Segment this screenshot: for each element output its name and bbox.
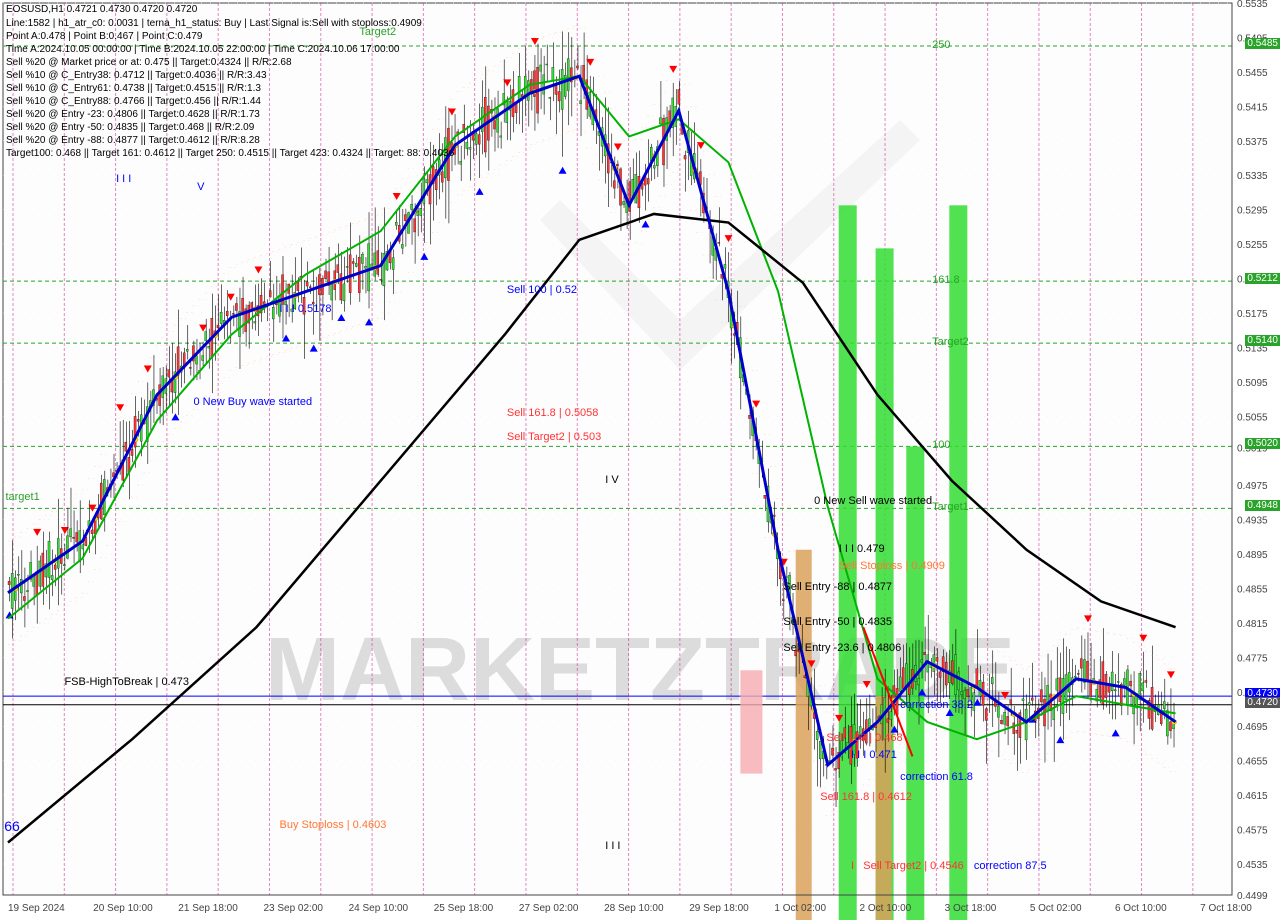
chart-annotation: Target2	[359, 26, 396, 38]
info-line: Target100: 0.468 || Target 161: 0.4612 |…	[6, 148, 454, 159]
svg-text:0.5455: 0.5455	[1237, 68, 1268, 79]
info-line: Sell %10 @ C_Entry88: 0.4766 || Target:0…	[6, 96, 261, 107]
info-line: Point A:0.478 | Point B:0.467 | Point C:…	[6, 31, 202, 42]
svg-text:0.4775: 0.4775	[1237, 653, 1268, 664]
svg-text:0.5375: 0.5375	[1237, 137, 1268, 148]
chart-annotation: I I I 0.471	[851, 749, 897, 761]
svg-text:0.4855: 0.4855	[1237, 584, 1268, 595]
chart-annotation: FSB-HighToBreak | 0.473	[64, 676, 189, 688]
info-line: Sell %20 @ Entry -23: 0.4806 || Target:0…	[6, 109, 260, 120]
svg-text:0.4695: 0.4695	[1237, 722, 1268, 733]
chart-annotation: correction 87.5	[974, 860, 1047, 872]
svg-text:0.4935: 0.4935	[1237, 516, 1268, 527]
svg-text:0.5415: 0.5415	[1237, 102, 1268, 113]
chart-annotation: Target2	[932, 336, 969, 348]
info-line: Sell %10 @ C_Entry61: 0.4738 || Target:0…	[6, 83, 261, 94]
svg-text:0.4655: 0.4655	[1237, 757, 1268, 768]
chart-annotation: I	[851, 860, 854, 872]
chart-annotation: 66	[4, 818, 20, 834]
svg-text:0.4499: 0.4499	[1237, 891, 1268, 902]
svg-text:28 Sep 10:00: 28 Sep 10:00	[604, 903, 664, 914]
svg-text:20 Sep 10:00: 20 Sep 10:00	[93, 903, 153, 914]
price-tag: 0.5212	[1245, 273, 1280, 284]
svg-text:0.5295: 0.5295	[1237, 206, 1268, 217]
svg-text:0.4975: 0.4975	[1237, 481, 1268, 492]
svg-text:5 Oct 02:00: 5 Oct 02:00	[1030, 903, 1082, 914]
svg-text:29 Sep 18:00: 29 Sep 18:00	[689, 903, 749, 914]
svg-text:0.4615: 0.4615	[1237, 791, 1268, 802]
chart-annotation: 250	[932, 39, 950, 51]
chart-annotation: 161.8	[932, 274, 960, 286]
chart-annotation: Sell 161.8 | 0.4612	[820, 791, 912, 803]
svg-text:1 Oct 02:00: 1 Oct 02:00	[774, 903, 826, 914]
svg-text:0.5175: 0.5175	[1237, 309, 1268, 320]
svg-text:0.5335: 0.5335	[1237, 171, 1268, 182]
svg-text:24 Sep 10:00: 24 Sep 10:00	[349, 903, 409, 914]
info-line: Sell %20 @ Entry -50: 0.4835 || Target:0…	[6, 122, 254, 133]
chart-annotation: Sell 100 | 0.468	[826, 732, 902, 744]
chart-annotation: 0 New Buy wave started	[193, 396, 312, 408]
info-line: Sell %10 @ C_Entry38: 0.4712 || Target:0…	[6, 70, 267, 81]
price-tag: 0.5140	[1245, 335, 1280, 346]
chart-annotation: Sell 161.8 | 0.5058	[507, 407, 599, 419]
trading-chart[interactable]: MARKETZTRADE0.44990.45350.45750.46150.46…	[0, 0, 1280, 920]
chart-annotation: I I I 0.479	[839, 543, 885, 555]
chart-annotation: correction 38.2	[900, 699, 973, 711]
price-tag: 0.4720	[1245, 697, 1280, 708]
svg-text:0.5095: 0.5095	[1237, 378, 1268, 389]
svg-text:27 Sep 02:00: 27 Sep 02:00	[519, 903, 579, 914]
svg-text:0.4535: 0.4535	[1237, 860, 1268, 871]
chart-annotation: 0 New Sell wave started	[814, 495, 932, 507]
svg-text:0.5055: 0.5055	[1237, 412, 1268, 423]
info-line: Time A:2024.10.05 00:00:00 | Time B:2024…	[6, 44, 399, 55]
svg-text:0.5535: 0.5535	[1237, 0, 1268, 10]
price-tag: 0.5485	[1245, 38, 1280, 49]
chart-title: EOSUSD,H1 0.4721 0.4730 0.4720 0.4720	[6, 4, 197, 15]
svg-text:23 Sep 02:00: 23 Sep 02:00	[263, 903, 323, 914]
svg-text:0.5255: 0.5255	[1237, 240, 1268, 251]
svg-text:7 Oct 18:00: 7 Oct 18:00	[1200, 903, 1252, 914]
price-tag: 0.4948	[1245, 500, 1280, 511]
chart-annotation: 100	[932, 439, 950, 451]
chart-annotation: Buy Stoploss | 0.4603	[280, 819, 387, 831]
chart-annotation: I V	[605, 474, 618, 486]
svg-text:0.4575: 0.4575	[1237, 826, 1268, 837]
svg-text:25 Sep 18:00: 25 Sep 18:00	[434, 903, 494, 914]
chart-annotation: Sell Target2 | 0.503	[507, 431, 601, 443]
info-line: Sell %20 @ Entry -88: 0.4877 || Target:0…	[6, 135, 260, 146]
chart-annotation: Sell Entry -88 | 0.4877	[783, 581, 892, 593]
svg-text:19 Sep 2024: 19 Sep 2024	[8, 903, 65, 914]
chart-annotation: I I I	[605, 840, 620, 852]
chart-annotation: Sell Entry -23.6 | 0.4806	[783, 642, 901, 654]
svg-text:6 Oct 10:00: 6 Oct 10:00	[1115, 903, 1167, 914]
svg-text:0.4895: 0.4895	[1237, 550, 1268, 561]
chart-annotation: Sell Target2 | 0.4546	[863, 860, 964, 872]
chart-annotation: I I I 0.5178	[280, 303, 332, 315]
chart-annotation: Target1	[932, 501, 969, 513]
svg-text:3 Oct 18:00: 3 Oct 18:00	[945, 903, 997, 914]
svg-text:0.4815: 0.4815	[1237, 619, 1268, 630]
chart-annotation: I I I	[116, 173, 131, 185]
chart-annotation: correction 61.8	[900, 771, 973, 783]
svg-text:21 Sep 18:00: 21 Sep 18:00	[178, 903, 238, 914]
chart-annotation: Sell Stoploss | 0.4909	[839, 560, 945, 572]
chart-annotation: target1	[5, 491, 39, 503]
chart-annotation: V	[197, 181, 204, 193]
chart-annotation: Sell 100 | 0.52	[507, 284, 577, 296]
chart-annotation: Sell Entry -50 | 0.4835	[783, 616, 892, 628]
svg-text:2 Oct 10:00: 2 Oct 10:00	[860, 903, 912, 914]
price-tag: 0.5020	[1245, 438, 1280, 449]
info-line: Sell %20 @ Market price or at: 0.475 || …	[6, 57, 292, 68]
